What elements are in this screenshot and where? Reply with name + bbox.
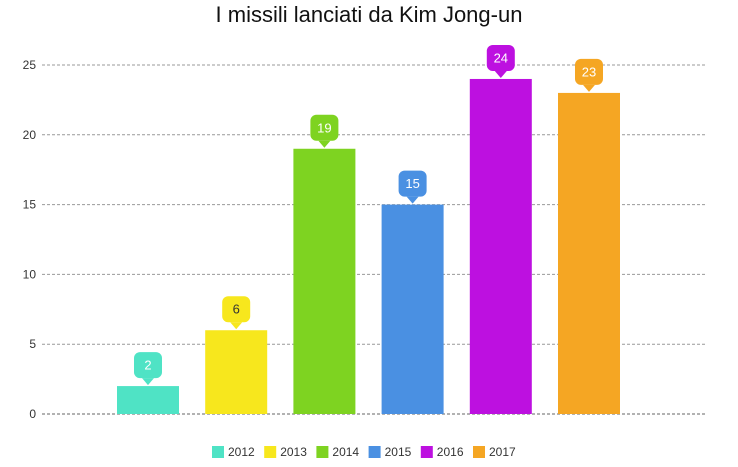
data-label-2012: 2 [134, 352, 162, 386]
data-label-2015: 15 [398, 170, 427, 204]
data-labels: 2 6 19 15 24 23 [134, 44, 603, 386]
legend-item-2012[interactable]: 2012 [212, 445, 255, 459]
legend-item-2013[interactable]: 2013 [264, 445, 307, 459]
data-label-value: 19 [317, 120, 331, 135]
legend-swatch [368, 446, 381, 458]
bar-2016[interactable] [469, 78, 532, 415]
legend-swatch [420, 446, 433, 458]
data-label-bubble [398, 170, 427, 197]
y-axis: 0 5 10 15 20 25 [23, 58, 37, 421]
data-label-value: 15 [405, 176, 419, 191]
legend-item-2015[interactable]: 2015 [368, 445, 412, 459]
y-tick-label: 0 [29, 407, 36, 421]
bar-2015[interactable] [381, 204, 444, 414]
data-label-bubble [575, 58, 603, 85]
gridlines [42, 64, 706, 415]
bar-2014[interactable] [293, 148, 356, 414]
chart-title: I missili lanciati da Kim Jong-un [216, 2, 523, 27]
legend-item-2014[interactable]: 2014 [316, 445, 359, 459]
y-tick-label: 15 [23, 198, 37, 212]
data-label-bubble [310, 114, 339, 141]
data-label-2017: 23 [575, 58, 603, 92]
data-label-pointer [142, 378, 154, 386]
data-label-value: 24 [494, 50, 508, 65]
data-label-value: 6 [233, 302, 240, 317]
legend-swatch [473, 446, 485, 458]
data-label-pointer [406, 196, 419, 204]
legend-swatch [264, 446, 277, 458]
data-label-2013: 6 [222, 296, 251, 330]
data-label-bubble [134, 352, 162, 379]
data-label-value: 2 [144, 358, 151, 373]
bar-2012[interactable] [117, 386, 179, 414]
y-tick-label: 20 [23, 128, 37, 142]
y-tick-label: 5 [29, 337, 36, 351]
y-tick-label: 25 [23, 58, 37, 72]
legend-label: 2014 [332, 445, 359, 459]
legend-swatch [316, 446, 329, 458]
data-label-bubble [222, 296, 251, 323]
data-label-pointer [230, 322, 243, 330]
data-label-2014: 19 [310, 114, 339, 148]
y-tick-label: 10 [23, 267, 37, 281]
data-label-pointer [494, 70, 507, 78]
legend-label: 2012 [228, 445, 255, 459]
bars [117, 78, 620, 415]
data-label-pointer [583, 84, 595, 92]
legend-label: 2017 [489, 445, 516, 459]
legend-label: 2013 [280, 445, 307, 459]
data-label-pointer [318, 140, 331, 148]
legend-swatch [212, 446, 224, 458]
bar-2017[interactable] [558, 92, 620, 415]
legend-label: 2015 [385, 445, 412, 459]
data-label-value: 23 [582, 64, 596, 79]
legend-item-2017[interactable]: 2017 [473, 445, 516, 459]
bar-2013[interactable] [205, 330, 268, 414]
legend-item-2016[interactable]: 2016 [420, 445, 464, 459]
legend-label: 2016 [437, 445, 464, 459]
data-label-bubble [486, 44, 515, 71]
legend: 2012 2013 2014 2015 2016 2017 [212, 445, 516, 459]
data-label-2016: 24 [486, 44, 515, 78]
